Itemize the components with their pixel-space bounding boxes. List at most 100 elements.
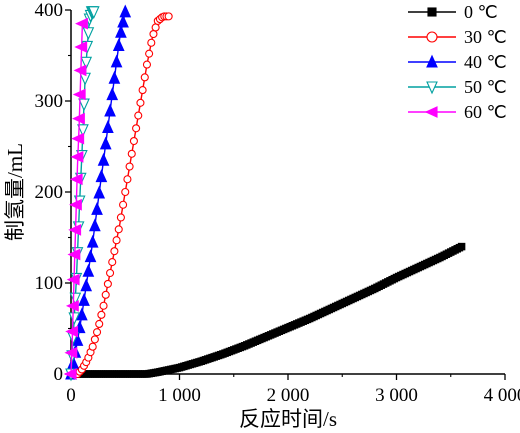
data-point: [115, 24, 127, 38]
data-point: [68, 312, 81, 326]
x-tick-label: 3 000: [375, 385, 418, 406]
data-point: [87, 6, 100, 20]
data-point: [106, 268, 115, 278]
data-point: [426, 31, 438, 43]
data-point: [95, 319, 104, 329]
data-point: [145, 49, 154, 58]
data-point: [102, 120, 114, 133]
data-point: [73, 64, 87, 77]
x-tick-label: 1 000: [158, 385, 201, 406]
y-tick-label: 0: [54, 364, 64, 385]
data-point: [127, 149, 136, 158]
series-4: [63, 17, 88, 380]
data-point: [67, 248, 81, 261]
data-point: [65, 300, 79, 312]
legend-item-0: 0 ℃: [408, 2, 498, 22]
data-point: [424, 106, 438, 118]
data-point: [110, 54, 123, 68]
data-point: [104, 103, 116, 117]
data-point: [108, 70, 121, 84]
data-point: [426, 54, 438, 68]
data-point: [72, 88, 86, 101]
data-point: [75, 17, 88, 30]
data-point: [99, 136, 112, 150]
data-point: [103, 279, 112, 288]
plot-area: [63, 4, 466, 382]
series-1: [73, 12, 173, 379]
data-point: [90, 335, 99, 344]
legend-label: 0 ℃: [464, 2, 498, 22]
legend-item-4: 60 ℃: [408, 102, 507, 122]
series-2: [65, 4, 132, 380]
data-point: [112, 38, 125, 52]
data-point: [89, 218, 101, 232]
data-point: [129, 136, 138, 146]
x-axis-title: 反应时间/s: [239, 407, 337, 431]
data-point: [112, 236, 121, 245]
y-tick-label: 300: [35, 91, 64, 112]
data-point: [92, 328, 102, 337]
data-point: [114, 225, 123, 234]
data-point: [119, 4, 132, 18]
data-point: [117, 14, 129, 28]
legend-item-2: 40 ℃: [408, 52, 507, 72]
data-point: [80, 278, 93, 292]
data-point: [71, 132, 85, 145]
data-point: [136, 98, 145, 107]
y-tick-label: 200: [35, 182, 64, 203]
data-point: [74, 41, 88, 53]
y-tick-label: 100: [35, 273, 64, 294]
y-axis-title: 制氢量/mL: [3, 143, 27, 241]
data-point: [65, 325, 79, 338]
data-point: [69, 173, 83, 186]
data-point: [108, 258, 117, 267]
data-point: [82, 263, 95, 277]
data-point: [78, 292, 90, 306]
data-point: [151, 23, 160, 32]
legend-item-3: 50 ℃: [408, 77, 507, 97]
legend: 0 ℃ 30 ℃ 40 ℃ 50 ℃ 60 ℃: [408, 2, 507, 122]
legend-label: 50 ℃: [464, 77, 507, 97]
data-point: [75, 307, 88, 321]
data-point: [72, 112, 85, 125]
series-0: [67, 242, 466, 378]
x-tick-label: 2 000: [267, 385, 310, 406]
data-point: [457, 242, 466, 251]
data-point: [97, 310, 106, 319]
data-point: [426, 81, 438, 95]
data-point: [119, 200, 128, 209]
x-tick-label: 4 000: [484, 385, 520, 406]
data-point: [138, 86, 147, 95]
data-point: [66, 273, 80, 286]
legend-item-1: 30 ℃: [408, 27, 507, 47]
data-point: [77, 124, 89, 138]
data-point: [95, 169, 108, 183]
data-point: [86, 234, 99, 248]
data-point: [116, 213, 125, 222]
series-line: [70, 23, 84, 375]
series-line: [71, 245, 462, 375]
data-point: [140, 73, 149, 82]
data-point: [68, 198, 82, 211]
y-tick-label: 400: [35, 0, 64, 21]
data-point: [106, 87, 119, 101]
data-point: [142, 60, 151, 69]
data-point: [80, 56, 93, 70]
data-point: [63, 368, 77, 380]
data-point: [84, 249, 97, 263]
data-point: [149, 29, 158, 39]
legend-label: 40 ℃: [464, 52, 507, 72]
data-point: [123, 175, 132, 184]
data-point: [82, 27, 95, 41]
data-point: [134, 111, 143, 120]
data-point: [68, 224, 82, 236]
data-point: [132, 124, 141, 133]
data-point: [110, 247, 119, 256]
data-point: [147, 38, 156, 47]
data-point: [93, 185, 106, 199]
data-point: [91, 201, 103, 215]
data-point: [101, 290, 110, 299]
legend-label: 30 ℃: [464, 27, 507, 47]
